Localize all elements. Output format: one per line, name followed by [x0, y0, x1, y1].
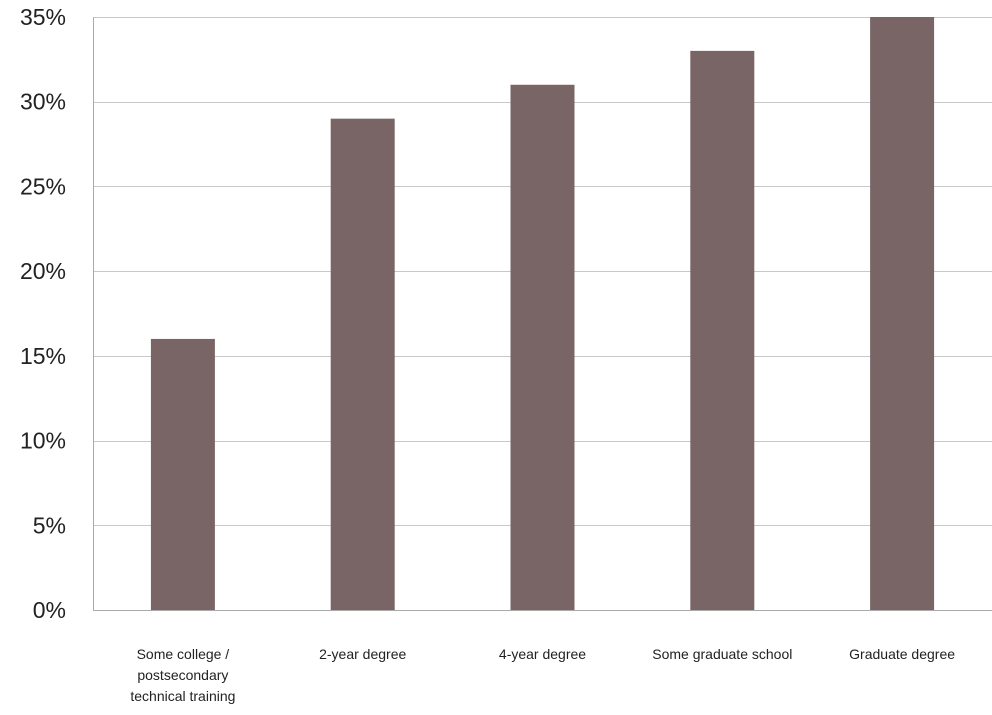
x-tick-label: Some graduate school: [652, 646, 792, 662]
y-tick-label: 30%: [20, 89, 66, 115]
y-tick-label: 15%: [20, 343, 66, 369]
x-tick-label-line: postsecondary: [137, 667, 228, 683]
x-tick-label-line: Some college /: [137, 646, 230, 662]
y-tick-label: 35%: [20, 4, 66, 30]
x-tick-label: Some college / postsecondary technical tra…: [130, 646, 235, 704]
x-tick-label-line: Some graduate school: [652, 646, 792, 662]
bar: [870, 17, 935, 610]
bars: [150, 17, 935, 611]
tick-labels: 0% 5% 10% 15% 20% 25% 30% 35% Some college / post…: [20, 4, 955, 704]
x-tick-label: 2-year degree: [319, 646, 406, 662]
y-tick-label: 10%: [20, 428, 66, 454]
y-tick-label: 25%: [20, 173, 66, 199]
bar: [510, 84, 575, 611]
x-tick-label-line: Graduate degree: [849, 646, 955, 662]
x-tick-label: Graduate degree: [849, 646, 955, 662]
bar: [690, 50, 755, 610]
bar: [150, 338, 215, 610]
x-tick-label-line: 4-year degree: [499, 646, 586, 662]
axes: [93, 17, 992, 611]
y-tick-label: 0%: [33, 597, 66, 623]
bar: [330, 118, 395, 611]
y-tick-label: 5%: [33, 512, 66, 538]
x-tick-label: 4-year degree: [499, 646, 586, 662]
x-tick-label-line: technical training: [130, 688, 235, 704]
x-tick-label-line: 2-year degree: [319, 646, 406, 662]
y-tick-label: 20%: [20, 258, 66, 284]
